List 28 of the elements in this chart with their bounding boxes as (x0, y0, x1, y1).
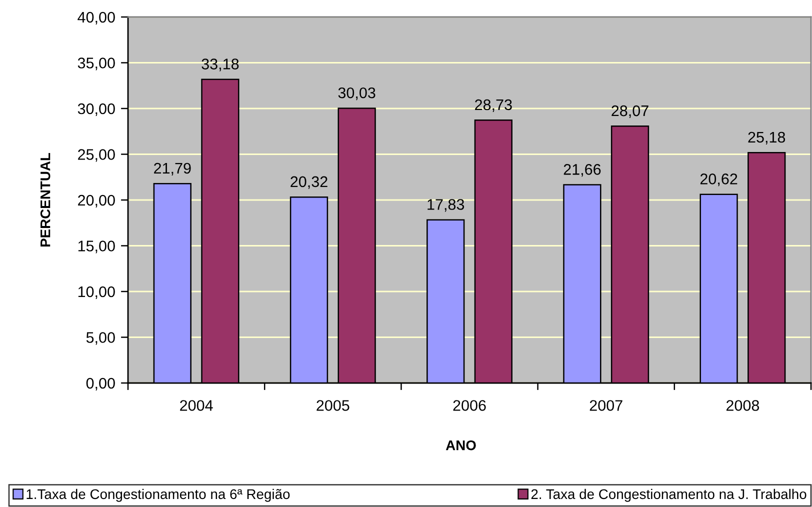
y-tick-label: 15,00 (78, 240, 115, 254)
x-axis-title: ANO (446, 440, 476, 450)
y-tick-label: 35,00 (78, 58, 115, 70)
y-tick-label: 20,00 (78, 194, 115, 208)
x-tick-label: 2007 (590, 400, 622, 411)
x-tick-label: 2008 (726, 400, 760, 411)
data-label: 21,79 (154, 162, 191, 176)
x-tick-label: 2005 (316, 400, 350, 411)
x-tick-label: 2006 (453, 400, 486, 411)
y-tick-label: 30,00 (78, 103, 115, 116)
data-label: 30,03 (338, 87, 376, 100)
data-label: 28,07 (612, 105, 648, 118)
data-label: 21,66 (564, 164, 601, 177)
legend-label: 1.Taxa de Congestionamento na 6ª Região (26, 488, 290, 502)
data-label: 33,18 (202, 58, 239, 72)
x-tick-label: 2004 (180, 400, 213, 411)
y-tick-label: 0,00 (86, 378, 115, 390)
data-label: 20,62 (700, 174, 738, 186)
legend-label: 2. Taxa de Congestionamento na J. Trabalho (531, 488, 806, 502)
y-tick-label: 5,00 (86, 332, 115, 345)
data-label: 17,83 (428, 199, 464, 212)
data-label: 28,73 (475, 99, 512, 112)
data-label: 20,32 (290, 176, 328, 189)
y-tick-label: 10,00 (78, 286, 115, 299)
data-label: 25,18 (748, 132, 786, 144)
y-tick-label: 40,00 (78, 12, 115, 24)
y-axis-title: PERCENTUAL (40, 152, 50, 247)
y-tick-label: 25,00 (78, 149, 115, 162)
